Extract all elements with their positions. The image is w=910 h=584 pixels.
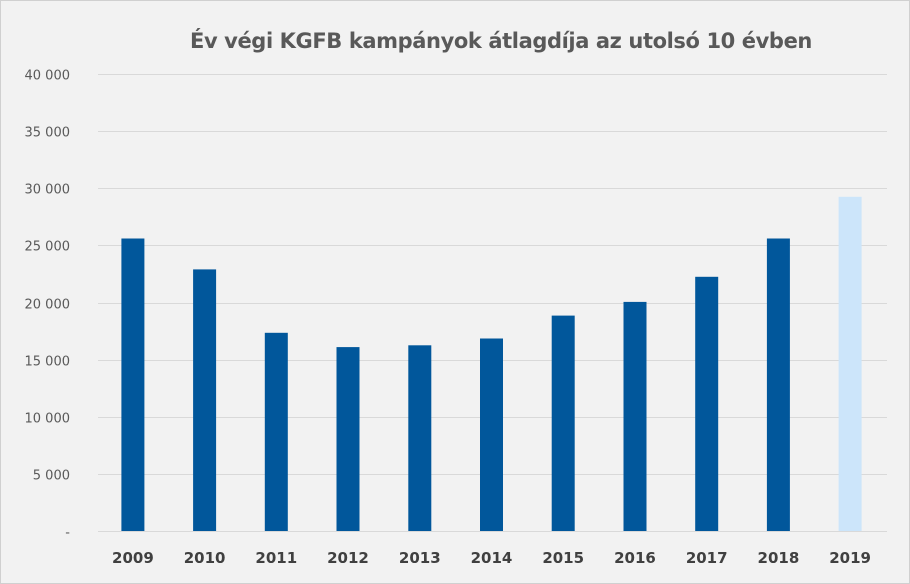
y-tick-label: 25 000 bbox=[25, 240, 71, 255]
x-tick-label: 2014 bbox=[471, 549, 513, 567]
x-tick-label: 2011 bbox=[255, 549, 297, 567]
bars bbox=[121, 196, 862, 532]
x-tick-label: 2015 bbox=[542, 549, 584, 567]
bar-2013 bbox=[408, 345, 432, 531]
x-tick-label: 2019 bbox=[829, 549, 871, 567]
y-tick-label: 40 000 bbox=[25, 69, 71, 84]
y-tick-label: 30 000 bbox=[25, 183, 71, 198]
bar-2009 bbox=[121, 238, 145, 531]
x-tick-label: 2010 bbox=[184, 549, 226, 567]
bar-2015 bbox=[551, 315, 575, 531]
y-tick-label: 10 000 bbox=[25, 412, 71, 427]
x-tick-label: 2018 bbox=[758, 549, 800, 567]
bar-2018 bbox=[766, 238, 790, 531]
y-tick-label: 5 000 bbox=[33, 469, 70, 484]
bar-2016 bbox=[623, 301, 647, 531]
x-tick-label: 2017 bbox=[686, 549, 728, 567]
chart-title: Év végi KGFB kampányok átlagdíja az utol… bbox=[190, 29, 812, 53]
y-tick-label: 20 000 bbox=[25, 298, 71, 313]
bar-2014 bbox=[480, 338, 503, 531]
bar-2011 bbox=[264, 332, 288, 531]
x-tick-label: 2013 bbox=[399, 549, 441, 567]
y-axis-ticks: - 5 000 10 000 15 000 20 000 25 000 30 000 35 0… bbox=[25, 69, 71, 541]
bar-2019 bbox=[838, 196, 862, 532]
x-tick-label: 2012 bbox=[327, 549, 369, 567]
x-tick-label: 2009 bbox=[112, 549, 154, 567]
x-axis-labels: 2009 2010 2011 2012 2013 2014 2015 2016 2017 2018… bbox=[112, 549, 871, 567]
bar-2017 bbox=[695, 276, 719, 531]
y-tick-label: - bbox=[65, 526, 70, 541]
x-tick-label: 2016 bbox=[614, 549, 656, 567]
bar-2010 bbox=[193, 269, 217, 531]
bar-2012 bbox=[336, 347, 360, 531]
y-tick-label: 15 000 bbox=[25, 355, 71, 370]
y-tick-label: 35 000 bbox=[25, 126, 71, 141]
